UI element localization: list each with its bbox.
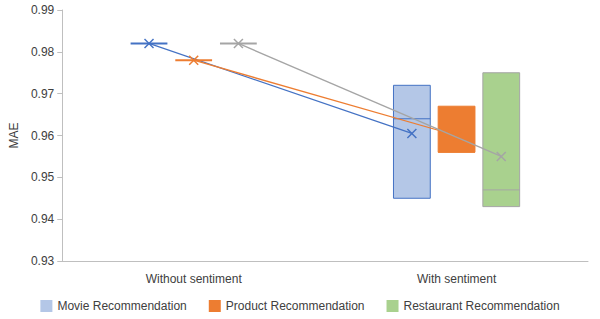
svg-text:0.96: 0.96: [31, 129, 55, 143]
svg-text:Movie Recommendation: Movie Recommendation: [57, 299, 186, 313]
svg-text:Restaurant Recommendation: Restaurant Recommendation: [404, 299, 560, 313]
svg-text:0.95: 0.95: [31, 170, 55, 184]
svg-text:0.99: 0.99: [31, 3, 55, 17]
svg-text:0.98: 0.98: [31, 45, 55, 59]
svg-text:Product Recommendation: Product Recommendation: [226, 299, 365, 313]
svg-text:Without sentiment: Without sentiment: [146, 272, 243, 286]
svg-text:0.93: 0.93: [31, 254, 55, 268]
svg-text:0.94: 0.94: [31, 212, 55, 226]
svg-text:0.97: 0.97: [31, 87, 55, 101]
svg-text:MAE: MAE: [7, 122, 21, 148]
svg-text:With sentiment: With sentiment: [417, 272, 497, 286]
